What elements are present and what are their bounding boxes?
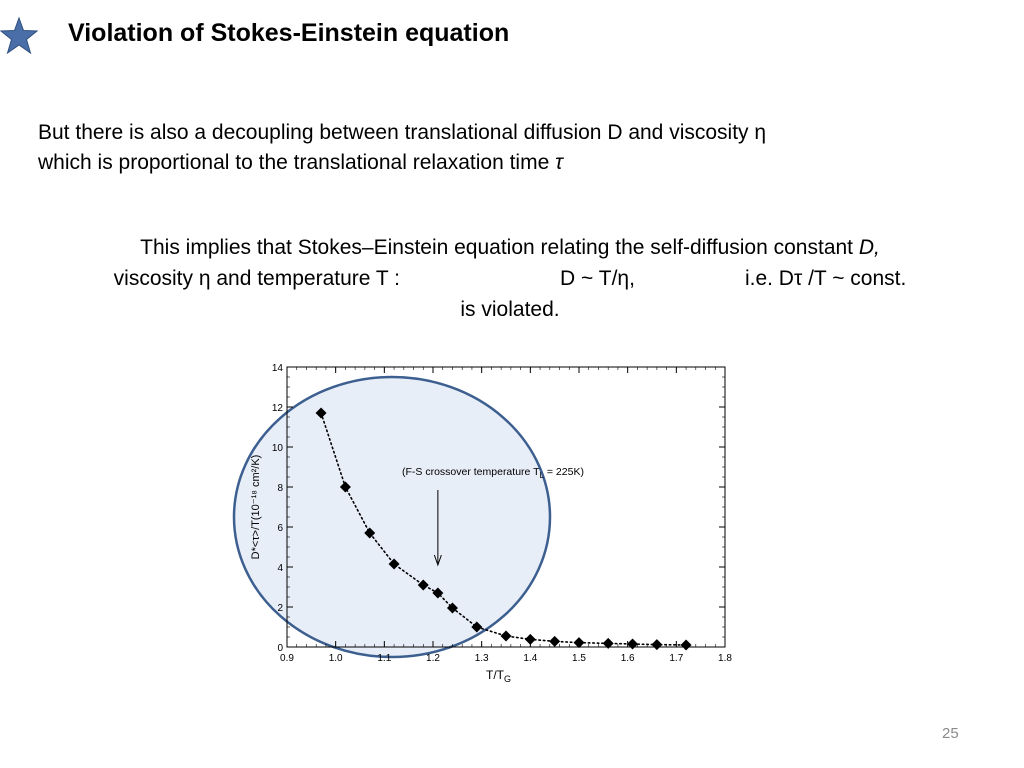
- data-point: [549, 635, 561, 647]
- d-symbol: D,: [858, 236, 880, 259]
- data-point: [446, 602, 458, 614]
- slide-title: Violation of Stokes-Einstein equation: [68, 19, 510, 47]
- star-icon: [0, 16, 38, 55]
- x-tick-label: 0.9: [280, 653, 294, 664]
- data-point: [339, 481, 351, 493]
- data-point: [471, 621, 483, 633]
- se-line-1-text: This implies that Stokes–Einstein equati…: [140, 236, 859, 259]
- data-point: [627, 638, 639, 650]
- page-number: 25: [942, 725, 959, 742]
- x-tick-label: 1.3: [475, 653, 489, 664]
- se-relation: D ~ T/η,: [560, 267, 635, 290]
- data-point: [500, 630, 512, 642]
- intro-line-1: But there is also a decoupling between t…: [38, 121, 767, 144]
- y-tick-label: 10: [272, 443, 284, 454]
- data-point: [602, 637, 614, 649]
- se-const: i.e. Dτ /T ~ const.: [744, 267, 907, 290]
- y-tick-label: 12: [272, 403, 284, 414]
- se-line-2-part1: viscosity η and temperature T :: [113, 267, 401, 290]
- data-point: [315, 407, 327, 419]
- annotation-label: (F-S crossover temperature TL = 225K): [402, 466, 584, 480]
- data-line: [320, 412, 687, 646]
- data-point: [680, 639, 692, 651]
- intro-line-2: which is proportional to the translation…: [38, 148, 998, 178]
- y-tick-label: 0: [277, 643, 283, 654]
- se-line-3: is violated.: [460, 298, 560, 321]
- y-tick-label: 14: [272, 363, 284, 374]
- y-tick-label: 8: [277, 483, 283, 494]
- highlight-ellipse: [232, 375, 552, 659]
- data-point: [524, 633, 536, 645]
- x-tick-label: 1.1: [377, 653, 391, 664]
- x-tick-label: 1.4: [523, 653, 537, 664]
- data-point: [417, 579, 429, 591]
- se-line-2: viscosity η and temperature T : D ~ T/η, i…: [30, 263, 990, 294]
- x-tick-label: 1.5: [572, 653, 586, 664]
- x-tick-label: 1.8: [718, 653, 732, 664]
- intro-paragraph: But there is also a decoupling between t…: [38, 118, 998, 178]
- y-tick-label: 2: [277, 603, 283, 614]
- diffusion-chart: 0.9 1.0 1.1 1.2 1.3 1.4 1.5 1.6 1.7 1.8 0 2 4 6 8 10 12 1…: [232, 363, 732, 684]
- tau-symbol: τ: [555, 151, 563, 174]
- data-point: [364, 527, 376, 539]
- x-tick-label: 1.0: [329, 653, 343, 664]
- y-tick-label: 6: [277, 523, 283, 534]
- se-line-1: This implies that Stokes–Einstein equati…: [30, 232, 990, 263]
- y-axis-label: D*<τ>/T(10⁻¹⁸ cm²/K): [250, 455, 262, 560]
- data-point: [388, 558, 400, 570]
- x-tick-label: 1.2: [426, 653, 440, 664]
- x-tick-label: 1.6: [621, 653, 635, 664]
- annotation-arrowhead: [433, 554, 442, 567]
- x-axis-label: T/TG: [486, 668, 511, 684]
- data-point: [573, 637, 585, 649]
- data-point: [651, 639, 663, 651]
- y-tick-label: 4: [277, 563, 283, 574]
- stokes-einstein-paragraph: This implies that Stokes–Einstein equati…: [30, 232, 990, 325]
- x-tick-label: 1.7: [669, 653, 683, 664]
- intro-line-2-text: which is proportional to the translation…: [38, 151, 556, 174]
- data-point: [432, 587, 444, 599]
